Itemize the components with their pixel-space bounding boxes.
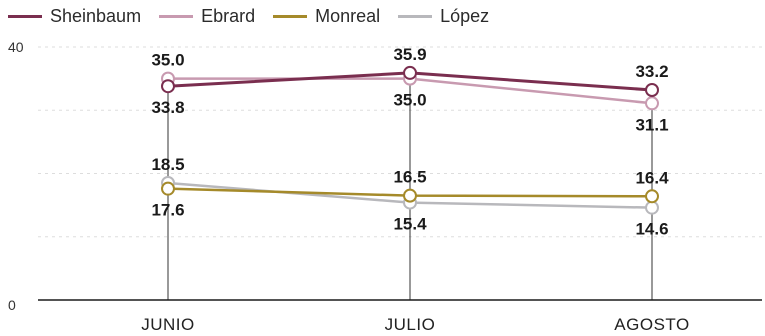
data-point-monreal-julio: [403, 188, 417, 203]
gridlines: [38, 46, 762, 238]
y-tick-label-0: 0: [8, 297, 16, 313]
data-label-below-0-julio: 35.0: [393, 91, 426, 110]
legend-label-monreal: Monreal: [315, 6, 381, 26]
legend-item-lopez: López: [398, 6, 489, 27]
legend-label-lopez: López: [440, 6, 490, 26]
legend-swatch-sheinbaum: [8, 15, 42, 18]
data-label-above-0-junio: 35.0: [151, 51, 184, 70]
data-label-below-0-junio: 33.8: [151, 98, 184, 117]
data-label-below-1-agosto: 14.6: [635, 220, 668, 239]
data-label-below-0-agosto: 31.1: [635, 115, 668, 134]
data-points: [161, 65, 659, 215]
legend: Sheinbaum Ebrard Monreal López: [8, 6, 489, 27]
x-tick-label-junio: JUNIO: [141, 315, 195, 334]
legend-item-monreal: Monreal: [273, 6, 380, 27]
data-point-sheinbaum-agosto: [645, 83, 659, 98]
x-tick-label-julio: JULIO: [385, 315, 436, 334]
legend-item-sheinbaum: Sheinbaum: [8, 6, 141, 27]
data-point-ebrard-agosto: [645, 96, 659, 111]
data-label-above-1-junio: 18.5: [151, 155, 184, 174]
data-label-above-0-agosto: 33.2: [635, 62, 668, 81]
legend-label-sheinbaum: Sheinbaum: [50, 6, 142, 26]
data-labels: 35.0 35.9 33.2 18.5 16.5 16.4 33.8 35.0 31.1 17.6…: [151, 45, 669, 239]
x-tick-label-agosto: AGOSTO: [614, 315, 689, 334]
data-point-sheinbaum-julio: [403, 65, 417, 80]
data-label-below-1-julio: 15.4: [393, 215, 427, 234]
data-label-below-1-junio: 17.6: [151, 201, 184, 220]
legend-swatch-lopez: [398, 15, 433, 18]
legend-swatch-monreal: [273, 15, 308, 18]
legend-label-ebrard: Ebrard: [201, 6, 256, 26]
legend-swatch-ebrard: [159, 15, 194, 18]
data-point-lopez-agosto: [645, 200, 659, 215]
y-tick-label-40: 40: [8, 39, 24, 55]
data-label-above-1-agosto: 16.4: [635, 168, 669, 187]
legend-item-ebrard: Ebrard: [159, 6, 255, 27]
data-label-above-1-julio: 16.5: [393, 168, 426, 187]
data-point-monreal-junio: [161, 181, 175, 196]
data-point-sheinbaum-junio: [161, 79, 175, 94]
data-point-monreal-agosto: [645, 189, 659, 204]
data-label-above-0-julio: 35.9: [393, 45, 426, 64]
